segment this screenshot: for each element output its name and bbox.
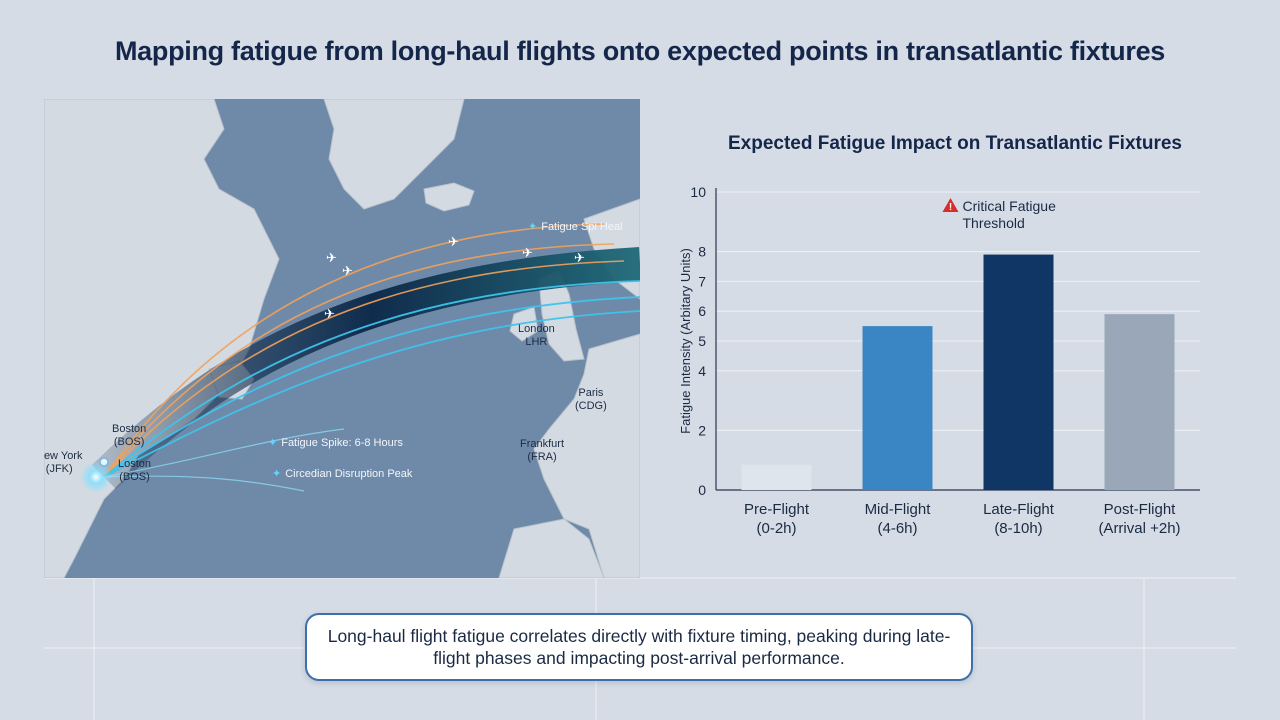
flight-route-map: ✈ ✈ ✈ ✈ ✈ ✈ New York (JFK) Boston (BOS) … [44,99,640,578]
map-graphic: ✈ ✈ ✈ ✈ ✈ ✈ [44,99,640,578]
x-tick-label: (8-10h) [994,520,1042,537]
svg-text:✈: ✈ [448,235,459,250]
routes-warm [103,223,625,478]
annotation-text: Circedian Disruption Peak [285,468,413,480]
map-annotation-circadian: ✦ Circedian Disruption Peak [272,467,412,480]
fatigue-bar-chart: 0 2 4 5 6 7 8 10 Fatigue Intensity (Arbitary Uni… [678,184,1200,537]
x-tick-label: (0-2h) [756,520,796,537]
origin-glow [80,461,112,493]
city-code: (CDG) [575,400,607,412]
bar [741,464,812,490]
x-tick-label: (4-6h) [877,520,917,537]
city-name: London [518,323,555,335]
plane-icon: ✈ ✈ ✈ ✈ ✈ ✈ [324,235,585,322]
city-label-jfk: New York (JFK) [44,450,82,476]
bar [983,254,1054,490]
y-tick-label: 10 [690,184,706,200]
city-label-fra: Frankfurt (FRA) [520,438,564,464]
city-label-bos: Boston (BOS) [112,423,146,449]
y-tick-label: 4 [698,363,706,379]
page-title: Mapping fatigue from long-haul flights o… [114,36,1166,66]
city-code: LHR [525,336,548,348]
city-label-lhr: London LHR [518,323,555,349]
x-tick-label: Post-Flight [1104,501,1177,518]
svg-text:✈: ✈ [522,246,533,261]
y-tick-label: 6 [698,303,706,319]
svg-text:✈: ✈ [342,264,353,279]
svg-text:✈: ✈ [326,251,337,266]
svg-text:✈: ✈ [574,251,585,266]
city-name: Frankfurt [520,438,565,450]
city-code: (BOS) [119,471,150,483]
bar [1104,314,1175,490]
sparkle-icon: ✦ [528,221,538,233]
annotation-label: Critical Fatigue [963,198,1057,214]
y-tick-label: 8 [698,244,706,260]
x-tick-label: Pre-Flight [744,501,810,518]
city-name: New York [44,450,83,462]
warning-icon: ! [942,198,959,213]
x-tick-label: (Arrival +2h) [1098,520,1180,537]
route-dark-band [92,247,640,490]
europe-landmass [533,333,640,578]
y-tick-label: 2 [698,422,706,438]
x-tick-label: Late-Flight [983,501,1055,518]
bar [862,326,933,490]
annotation-label: Threshold [963,215,1025,231]
y-tick-label: 7 [698,273,706,289]
origin-dot [99,457,109,467]
sparkle-icon: ✦ [268,437,278,449]
summary-callout: Long-haul flight fatigue correlates dire… [305,613,973,681]
sparkle-icon: ✦ [272,468,282,480]
y-axis-label: Fatigue Intensity (Arbitary Units) [678,248,693,434]
city-code: (FRA) [527,451,557,463]
annotation-text: Fatigue Spike: 6-8 Hours [281,437,403,449]
chart-title: Expected Fatigue Impact on Transatlantic… [727,133,1182,154]
x-tick-label: Mid-Flight [865,501,932,518]
city-label-bos-2: Loston (BOS) [118,458,151,484]
iceland-landmass [423,182,475,212]
city-name: Loston [118,458,152,470]
routes-cool-lower [103,428,345,492]
y-tick-label: 0 [698,482,706,498]
svg-text:!: ! [949,202,952,213]
routes-cool [103,280,640,478]
y-tick-label: 5 [698,333,706,349]
city-label-cdg: Paris (CDG) [575,387,607,413]
africa-landmass [498,518,605,578]
map-annotation-spike: ✦ Fatigue Spike: 6-8 Hours [268,436,403,449]
svg-text:✈: ✈ [324,307,335,322]
city-name: Boston [112,423,147,435]
annotation-text: Fatigue Spi Heal [541,221,623,233]
map-annotation-top: ✦ Fatigue Spi Heal [528,220,623,233]
city-name: Paris [578,387,604,399]
greenland-landmass [323,99,465,210]
city-code: (JFK) [45,463,73,475]
city-code: (BOS) [113,436,145,448]
